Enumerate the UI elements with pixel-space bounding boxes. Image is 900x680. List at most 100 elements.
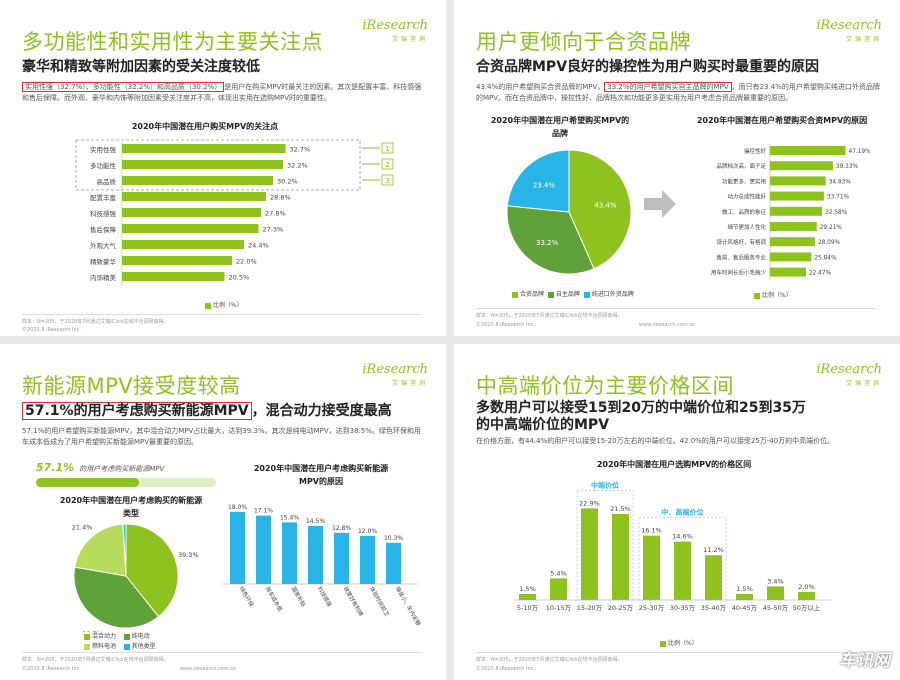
- energy-type-pie-chart: 39.3%38.5%21.4%0.9%: [72, 523, 199, 632]
- legend-swatch: [583, 291, 590, 298]
- category-label: 45-50万: [763, 604, 789, 612]
- category-label: 售后保障: [90, 225, 117, 234]
- marker-box: [381, 142, 394, 154]
- body-pre: 43.4%的用户希望购买合资品牌的MPV，: [476, 83, 605, 91]
- footnote: 样本：N=205，于2020年7月通过艾瑞iClick在线平台调研获得。: [476, 313, 623, 319]
- bar: [360, 536, 375, 584]
- value-label: 14.6%: [672, 533, 693, 541]
- value-label: 33.71%: [827, 195, 850, 201]
- copyright: ©2020.8 iResearch Inc.: [22, 666, 81, 672]
- logo-cn: 艾瑞咨询: [845, 380, 882, 387]
- page-subtitle: 豪华和精致等附加因素的受关注度较低: [22, 59, 260, 75]
- divider: [476, 308, 876, 309]
- category-label: 功能更多、更实用: [722, 177, 766, 185]
- pie-legend: 混合动力 纯电动 燃料电池 其他类型: [84, 632, 156, 652]
- category-label: 35-40万: [701, 604, 727, 612]
- bar: [122, 256, 232, 265]
- bar: [770, 237, 815, 247]
- copyright: ©2020.8 iResearch Inc.: [476, 666, 535, 672]
- bar: [581, 508, 598, 600]
- bracket-box-high: [638, 517, 727, 601]
- category-label: 政策好有利牌: [342, 585, 366, 618]
- legend-label: 比例（%）: [213, 302, 243, 309]
- pie-slice: [125, 523, 179, 618]
- watermark: 车讯网: [839, 651, 890, 671]
- bar: [230, 512, 245, 584]
- pie-title: 2020年中国潜在用户考虑购买的新能源类型: [59, 496, 203, 518]
- bar: [122, 160, 283, 169]
- value-label: 27.3%: [263, 226, 284, 234]
- logo-text: iResearch: [362, 362, 428, 377]
- slice-label: 21.4%: [72, 524, 93, 532]
- category-label: 售前、售后服务专业: [716, 253, 766, 261]
- bar: [122, 176, 273, 185]
- bar: [550, 578, 567, 600]
- chart-title: 2020年中国潜在用户选购MPV的价格区间: [596, 460, 752, 469]
- logo-text: iResearch: [816, 18, 882, 33]
- value-label: 30.2%: [277, 178, 298, 186]
- value-label: 27.8%: [265, 210, 286, 218]
- value-label: 24.4%: [248, 242, 269, 250]
- bracket-box-mid: [576, 489, 634, 601]
- category-label: 体现时尚前卫: [368, 585, 392, 618]
- bar: [122, 224, 259, 233]
- bar: [674, 541, 691, 600]
- concerns-bar-chart: 实用性强 32.7% 多功能性 32.2% 高品质 30.2% 配置丰富 28.8% 科技感强 2…: [75, 139, 394, 286]
- category-label: 绿色环保: [238, 585, 256, 608]
- value-label: 11.2%: [703, 546, 724, 554]
- value-label: 10.3%: [384, 535, 403, 542]
- category-label: 40-45万: [732, 604, 758, 612]
- legend-label: 纯电动: [131, 633, 150, 640]
- footnote: 样本：N=205，于2020年7月通过艾瑞iClick在线平台调研获得。: [476, 657, 623, 663]
- bar: [612, 514, 629, 600]
- slice-label: 33.2%: [536, 239, 559, 247]
- category-label: 20-25万: [608, 604, 634, 612]
- bar: [736, 594, 753, 600]
- progress-caption: 57.1% 的用户考虑购买新能源MPV: [36, 456, 164, 475]
- legend-swatch: [84, 643, 90, 650]
- logo-text: iResearch: [816, 362, 882, 377]
- value-label: 2.0%: [798, 583, 815, 591]
- value-label: 32.2%: [287, 162, 308, 170]
- category-label: 15-20万: [577, 604, 603, 612]
- legend-label: 其他类型: [131, 643, 156, 650]
- legend-swatch: [84, 633, 90, 640]
- arrow-right-icon: [644, 190, 676, 218]
- category-label: 外观大气: [90, 241, 117, 250]
- progress-value-label: 57.1%: [36, 461, 75, 474]
- value-label: 18.0%: [228, 504, 247, 511]
- bar: [386, 542, 401, 584]
- bar: [770, 161, 833, 171]
- category-label: 设计风格好，有格调: [716, 238, 766, 246]
- value-label: 22.0%: [236, 258, 257, 266]
- value-label: 17.1%: [254, 508, 273, 515]
- slice-label: 39.3%: [178, 551, 199, 559]
- iresearch-logo: iResearch 艾瑞咨询: [362, 362, 428, 387]
- highlight-dashed-box: [75, 139, 361, 191]
- body-text: 43.4%的用户希望购买合资品牌的MPV， 33.2%的用户希望购买自主品牌的MP…: [476, 82, 881, 104]
- bar: [282, 522, 297, 584]
- subtitle-rest: ，混合动力接受度最高: [251, 403, 392, 419]
- iresearch-logo: iResearch 艾瑞咨询: [816, 18, 882, 43]
- highlight-box: 57.1%的用户考虑购买新能源MPV: [22, 402, 252, 420]
- value-label: 32.7%: [290, 146, 311, 154]
- pie-slice: [73, 566, 160, 629]
- value-label: 32.58%: [825, 210, 848, 216]
- bar: [122, 272, 225, 281]
- divider: [22, 314, 422, 315]
- bar: [122, 208, 261, 217]
- category-label: 动力总成性能好: [727, 193, 766, 201]
- bar: [770, 252, 812, 262]
- body-rest: ，而只有23.4%的用户希望购买纯进口外资品牌的MPV。而在合资品牌中，操控性好…: [476, 83, 880, 102]
- footnote: 样本：N=205，于2020年7月通过艾瑞iClick在线平台调研获得。: [22, 319, 169, 325]
- category-label: 5-10万: [517, 604, 539, 612]
- slice-label: 43.4%: [594, 201, 617, 209]
- legend-label: 比例（%）: [762, 292, 792, 299]
- value-label: 25.84%: [814, 255, 837, 261]
- bar: [705, 555, 722, 600]
- bar: [334, 532, 349, 584]
- value-label: 39.33%: [836, 164, 859, 170]
- logo-cn: 艾瑞咨询: [391, 380, 428, 387]
- bar: [770, 222, 817, 231]
- chart-title: 2020年中国潜在用户购买MPV的关注点: [131, 122, 279, 131]
